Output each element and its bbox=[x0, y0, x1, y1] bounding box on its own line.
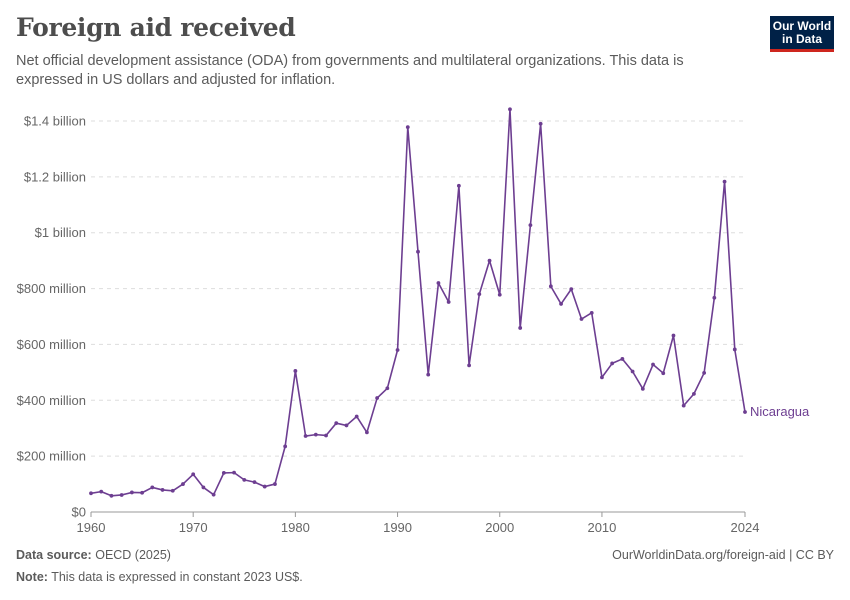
data-point[interactable] bbox=[436, 281, 441, 285]
data-point[interactable] bbox=[712, 295, 717, 300]
data-point[interactable] bbox=[99, 489, 104, 494]
data-point[interactable] bbox=[589, 310, 594, 315]
data-point[interactable] bbox=[681, 403, 686, 408]
data-point[interactable] bbox=[129, 490, 134, 495]
data-point[interactable] bbox=[456, 183, 461, 188]
owid-logo[interactable]: Our World in Data bbox=[770, 16, 834, 52]
data-point[interactable] bbox=[109, 493, 114, 498]
data-point[interactable] bbox=[211, 492, 216, 497]
data-point[interactable] bbox=[732, 347, 737, 352]
data-point[interactable] bbox=[191, 472, 196, 477]
y-tick-label: $200 million bbox=[17, 449, 86, 464]
chart-note: Note: This data is expressed in constant… bbox=[16, 570, 303, 584]
data-point[interactable] bbox=[569, 287, 574, 292]
data-point[interactable] bbox=[630, 369, 635, 374]
data-point[interactable] bbox=[140, 490, 144, 495]
y-tick-label: $0 bbox=[72, 505, 86, 520]
data-point[interactable] bbox=[446, 300, 451, 304]
chart-title: Foreign aid received bbox=[16, 13, 296, 42]
data-point[interactable] bbox=[344, 423, 349, 428]
source-text[interactable]: OECD (2025) bbox=[95, 548, 171, 562]
data-point[interactable] bbox=[365, 430, 369, 435]
data-point[interactable] bbox=[262, 484, 267, 489]
data-point[interactable] bbox=[559, 302, 563, 306]
data-point[interactable] bbox=[221, 471, 226, 475]
x-tick-label: 1980 bbox=[281, 520, 310, 535]
x-tick-label: 2010 bbox=[587, 520, 616, 535]
data-point[interactable] bbox=[416, 249, 420, 254]
data-point[interactable] bbox=[692, 391, 696, 396]
data-point[interactable] bbox=[722, 179, 727, 184]
data-point[interactable] bbox=[273, 482, 277, 486]
y-tick-label: $600 million bbox=[17, 337, 86, 352]
y-tick-label: $1.2 billion bbox=[24, 169, 86, 184]
data-point[interactable] bbox=[395, 348, 400, 352]
data-point[interactable] bbox=[201, 485, 206, 490]
data-point[interactable] bbox=[89, 491, 93, 496]
data-point[interactable] bbox=[313, 432, 318, 437]
source-label: Data source: bbox=[16, 548, 92, 562]
series-line-nicaragua[interactable] bbox=[90, 108, 746, 497]
x-tick-label: 1970 bbox=[179, 520, 208, 535]
x-tick-label: 1990 bbox=[383, 520, 412, 535]
data-point[interactable] bbox=[181, 482, 185, 486]
data-point[interactable] bbox=[610, 361, 615, 366]
logo-line-2: in Data bbox=[781, 32, 822, 46]
data-point[interactable] bbox=[334, 421, 339, 426]
data-point[interactable] bbox=[160, 488, 165, 492]
data-point[interactable] bbox=[743, 410, 747, 414]
data-point[interactable] bbox=[548, 284, 553, 289]
data-point[interactable] bbox=[487, 258, 492, 263]
data-point[interactable] bbox=[620, 357, 625, 361]
data-point[interactable] bbox=[702, 371, 707, 375]
data-point[interactable] bbox=[528, 223, 533, 228]
x-tick-label: 1960 bbox=[77, 520, 106, 535]
data-point[interactable] bbox=[467, 363, 471, 368]
y-tick-label: $800 million bbox=[17, 281, 86, 296]
y-axis-ticks: $0 $200 million $400 million $600 million $8… bbox=[17, 114, 86, 520]
y-tick-label: $400 million bbox=[17, 393, 86, 408]
data-point[interactable] bbox=[303, 434, 308, 438]
data-point[interactable] bbox=[651, 362, 655, 367]
data-point[interactable] bbox=[477, 292, 482, 297]
data-point[interactable] bbox=[283, 444, 288, 449]
chart-subtitle: Net official development assistance (ODA… bbox=[16, 53, 684, 88]
x-axis-ticks: 1960 1970 1980 1990 2000 2010 2024 bbox=[77, 512, 760, 535]
data-point[interactable] bbox=[661, 371, 666, 376]
data-point[interactable] bbox=[242, 477, 247, 482]
data-point[interactable] bbox=[405, 125, 410, 130]
data-point[interactable] bbox=[252, 480, 257, 485]
data-point[interactable] bbox=[600, 375, 604, 380]
data-point[interactable] bbox=[385, 386, 390, 391]
footer-url[interactable]: OurWorldinData.org/foreign-aid | CC BY bbox=[612, 548, 834, 562]
data-point[interactable] bbox=[671, 333, 676, 338]
data-point[interactable] bbox=[324, 433, 328, 438]
y-tick-label: $1 billion bbox=[35, 225, 86, 240]
gridlines bbox=[91, 120, 745, 513]
x-tick-label: 2024 bbox=[731, 520, 760, 535]
data-point[interactable] bbox=[497, 292, 502, 297]
data-point[interactable] bbox=[508, 107, 512, 112]
series-layer: Nicaragua bbox=[89, 107, 810, 498]
data-point[interactable] bbox=[426, 372, 431, 377]
data-point[interactable] bbox=[119, 493, 124, 497]
data-point[interactable] bbox=[640, 386, 645, 391]
data-point[interactable] bbox=[375, 396, 380, 400]
x-tick-label: 2000 bbox=[485, 520, 514, 535]
data-point[interactable] bbox=[579, 317, 584, 321]
series-label[interactable]: Nicaragua bbox=[750, 404, 810, 419]
data-source: Data source: OECD (2025) bbox=[16, 548, 171, 562]
data-point[interactable] bbox=[518, 326, 523, 330]
y-tick-label: $1.4 billion bbox=[24, 114, 86, 129]
data-point[interactable] bbox=[538, 121, 543, 126]
logo-line-1: Our World bbox=[772, 19, 832, 33]
data-point[interactable] bbox=[150, 485, 155, 490]
data-point[interactable] bbox=[354, 414, 359, 419]
note-text: This data is expressed in constant 2023 … bbox=[51, 570, 303, 584]
note-label: Note: bbox=[16, 570, 48, 584]
data-point[interactable] bbox=[170, 488, 175, 493]
data-point[interactable] bbox=[293, 369, 298, 373]
data-point[interactable] bbox=[232, 470, 236, 475]
